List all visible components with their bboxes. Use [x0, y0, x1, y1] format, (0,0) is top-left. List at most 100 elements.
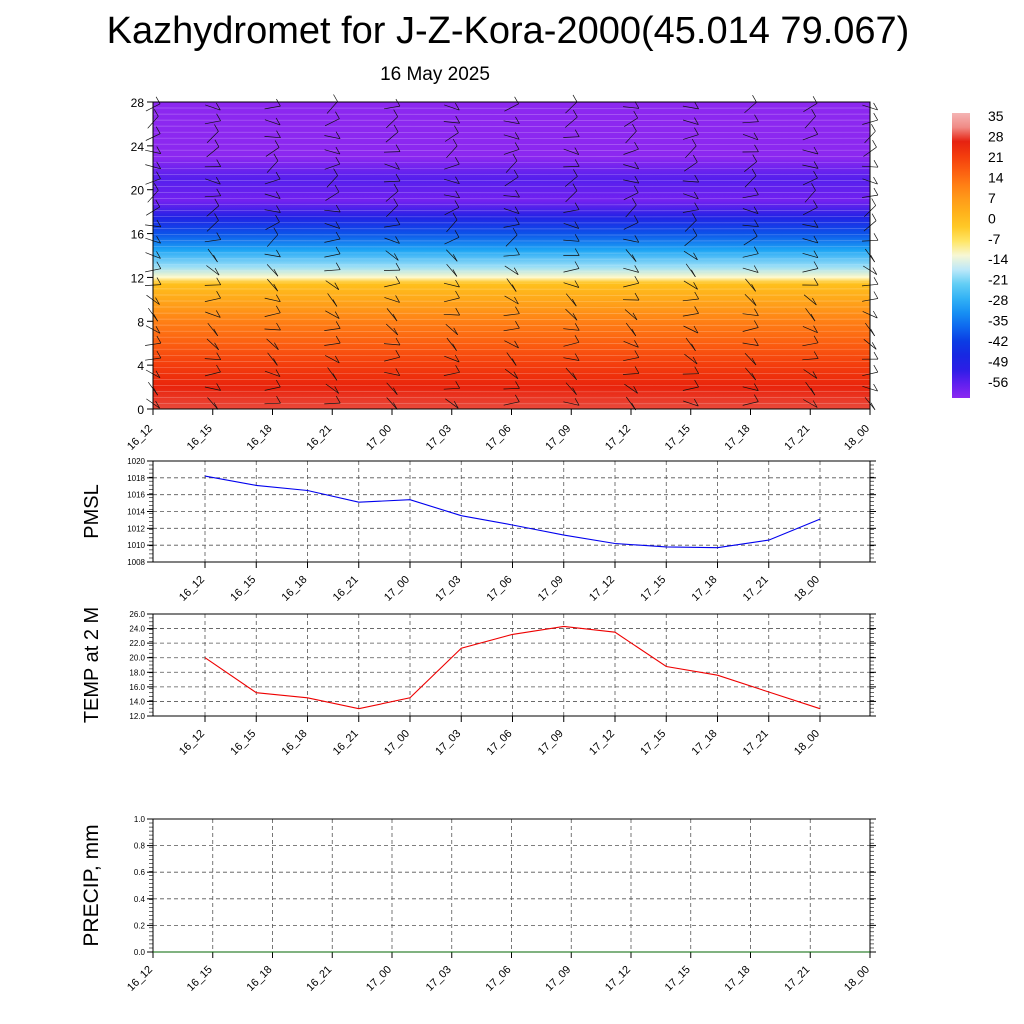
y-tick-label: 26.0	[129, 610, 145, 619]
wind-barb-flag	[813, 351, 819, 359]
y-tick-label: 1020	[127, 457, 145, 466]
wind-barb	[204, 386, 221, 391]
wind-barb-flag	[214, 198, 220, 206]
heatmap-x-tick-label: 17_18	[723, 423, 753, 453]
wind-barb	[744, 293, 757, 306]
wind-barb	[802, 177, 818, 186]
x-tick-label: 17_15	[663, 964, 693, 994]
wind-barb-flag	[753, 206, 759, 214]
wind-barb-flag	[273, 269, 279, 277]
wind-barb-flag	[156, 146, 162, 154]
wind-barb-flag	[455, 115, 461, 124]
wind-barb-flag	[514, 340, 519, 349]
wind-barb	[384, 224, 400, 228]
wind-barb-flag	[155, 326, 161, 334]
wind-barb	[563, 357, 580, 361]
colorbar-label: -56	[988, 374, 1008, 390]
wind-barb-flag	[574, 129, 580, 137]
wind-barb-flag	[514, 394, 520, 402]
wind-barb	[563, 341, 580, 347]
series-line	[204, 475, 821, 549]
wind-barb-flag	[574, 147, 580, 155]
y-tick-label: 0.2	[134, 921, 146, 930]
wind-barb	[505, 234, 518, 247]
panel-frame	[152, 613, 871, 717]
wind-barb	[503, 208, 520, 215]
colorbar-label: -7	[988, 231, 1001, 247]
y-tick-label: 1016	[127, 491, 145, 500]
heatmap-y-tick-label: 12	[131, 271, 145, 285]
chart-subtitle: 16 May 2025	[380, 64, 490, 85]
wind-barb	[386, 116, 398, 129]
wind-barb	[745, 278, 756, 292]
wind-barb-flag	[392, 402, 398, 410]
wind-barb	[264, 119, 281, 126]
wind-barb-flag	[574, 323, 580, 331]
colorbar-label: -49	[988, 354, 1008, 370]
wind-barb	[565, 101, 578, 114]
heatmap-x-tick-label: 17_09	[543, 423, 573, 453]
heatmap-y-tick-label: 8	[137, 315, 144, 329]
wind-barb	[443, 282, 460, 288]
wind-barb-flag	[514, 96, 519, 104]
wind-barb	[264, 312, 281, 317]
wind-barb	[444, 207, 460, 216]
wind-barb-flag	[751, 357, 757, 366]
wind-barb	[264, 253, 281, 258]
wind-barb	[682, 313, 699, 317]
wind-barb-flag	[873, 176, 878, 185]
y-tick-label: 1008	[127, 558, 145, 567]
wind-barb	[565, 293, 577, 307]
wind-barb-flag	[334, 386, 340, 394]
wind-barb-flag	[393, 198, 399, 206]
wind-barb	[563, 148, 579, 155]
wind-barb-flag	[634, 350, 640, 358]
wind-barb	[684, 235, 698, 247]
wind-barb-flag	[216, 383, 221, 391]
wind-barb-flag	[813, 127, 819, 135]
colorbar-strip	[952, 113, 970, 398]
wind-barb-flag	[691, 343, 696, 351]
wind-barb	[206, 205, 220, 217]
wind-barb-flag	[156, 219, 162, 228]
wind-barb	[504, 103, 519, 112]
wind-barb-flag	[276, 130, 281, 138]
wind-barb-flag	[275, 305, 281, 313]
wind-barb-flag	[455, 307, 461, 316]
wind-barb	[623, 148, 639, 155]
wind-barb	[384, 105, 400, 110]
x-tick-label: 17_21	[741, 574, 771, 604]
wind-barb	[206, 265, 220, 276]
wind-barb-flag	[753, 246, 759, 254]
wind-barb-flag	[153, 183, 159, 191]
wind-barb	[206, 131, 219, 144]
wind-barb	[563, 209, 580, 213]
wind-barb	[682, 386, 699, 391]
wind-barb	[204, 297, 221, 302]
wind-barb-flag	[273, 358, 278, 366]
wind-barb-flag	[752, 229, 758, 237]
panel-frame	[152, 460, 871, 563]
y-tick-label: 16.0	[129, 683, 145, 692]
wind-barb	[444, 236, 460, 245]
wind-barb-flag	[454, 354, 460, 363]
wind-barb-flag	[332, 299, 338, 307]
wind-barb-flag	[752, 95, 757, 103]
wind-barb-flag	[514, 132, 520, 140]
wind-barb-flag	[213, 254, 218, 263]
wind-barb	[446, 263, 458, 277]
wind-barb	[443, 387, 460, 390]
wind-barb	[625, 204, 637, 218]
heatmap-x-tick-label: 17_15	[663, 423, 693, 453]
wind-barb	[682, 134, 699, 140]
wind-barb	[443, 371, 460, 376]
wind-barb	[802, 342, 819, 347]
y-tick-label: 0.6	[134, 868, 146, 877]
wind-barb-flag	[333, 94, 338, 102]
y-tick-label: 0.0	[134, 948, 146, 957]
wind-barb-flag	[515, 116, 520, 124]
wind-barb-flag	[751, 372, 757, 381]
wind-barb-flag	[691, 138, 697, 147]
wind-barb-flag	[753, 265, 759, 273]
